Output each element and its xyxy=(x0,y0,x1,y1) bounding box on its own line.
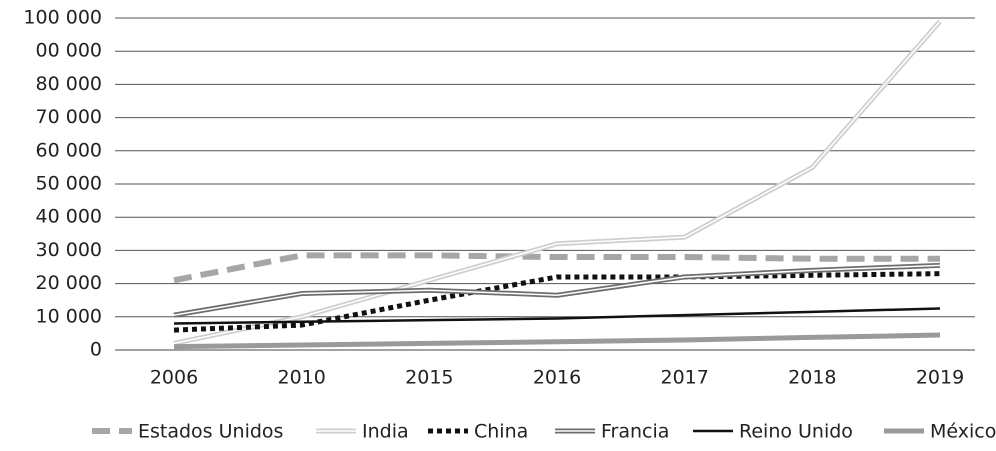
legend-label: Estados Unidos xyxy=(138,421,283,443)
series-line xyxy=(173,307,941,325)
y-tick-label: 70 000 xyxy=(36,106,102,128)
y-tick-label: 40 000 xyxy=(36,206,102,228)
x-tick-label: 2018 xyxy=(788,367,836,389)
series-line xyxy=(173,262,941,318)
legend-label: India xyxy=(362,421,409,443)
legend-label: Reino Unido xyxy=(739,421,853,443)
legend-label: México xyxy=(930,421,996,443)
x-tick-label: 2010 xyxy=(277,367,325,389)
y-tick-label: 50 000 xyxy=(36,173,102,195)
legend-label: China xyxy=(474,421,528,443)
x-tick-label: 2017 xyxy=(660,367,708,389)
x-tick-label: 2006 xyxy=(150,367,198,389)
y-tick-label: 100 000 xyxy=(23,7,102,29)
y-tick-label: 60 000 xyxy=(36,139,102,161)
series-line xyxy=(173,332,941,350)
x-tick-label: 2019 xyxy=(916,367,964,389)
series-line-inner xyxy=(173,20,941,345)
y-tick-label: 00 000 xyxy=(36,40,102,62)
series-line xyxy=(173,271,941,333)
y-tick-label: 10 000 xyxy=(36,305,102,327)
y-tick-label: 80 000 xyxy=(36,73,102,95)
series-line xyxy=(173,252,940,284)
y-tick-label: 30 000 xyxy=(36,239,102,261)
y-tick-label: 0 xyxy=(90,339,102,361)
x-tick-label: 2016 xyxy=(533,367,581,389)
x-tick-label: 2015 xyxy=(405,367,453,389)
y-tick-label: 20 000 xyxy=(36,272,102,294)
legend-label: Francia xyxy=(601,421,669,443)
series-line-inner xyxy=(173,264,941,316)
